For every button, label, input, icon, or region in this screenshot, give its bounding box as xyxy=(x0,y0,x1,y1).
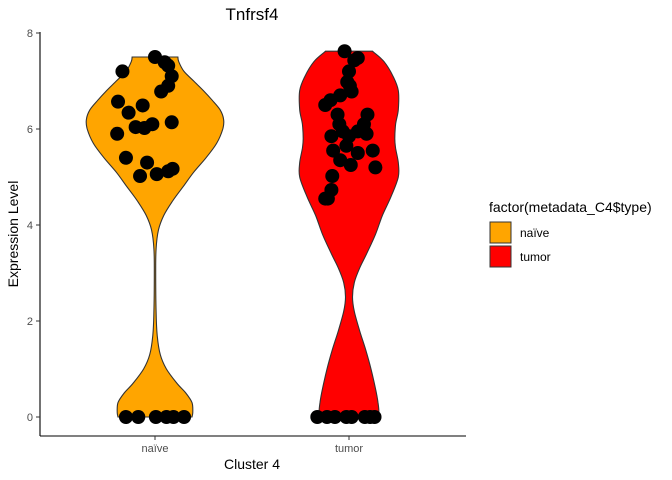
data-point xyxy=(177,410,192,424)
legend-key-1 xyxy=(489,245,512,268)
data-point xyxy=(135,98,150,113)
data-point xyxy=(161,58,176,73)
data-point xyxy=(137,121,152,136)
data-point xyxy=(327,410,342,424)
data-point xyxy=(149,167,164,182)
data-point xyxy=(133,169,148,184)
violin-1 xyxy=(298,50,400,418)
data-point xyxy=(121,105,136,120)
data-point xyxy=(118,150,133,165)
data-point xyxy=(343,158,358,172)
data-point xyxy=(342,64,356,79)
data-point xyxy=(344,84,359,99)
data-point xyxy=(367,410,382,424)
data-point xyxy=(131,410,146,424)
data-point xyxy=(111,94,126,109)
y-tick-label: 0 xyxy=(27,412,33,424)
data-point xyxy=(337,44,352,59)
legend: factor(metadata_C4$type) naïve tumor xyxy=(489,199,652,268)
data-point xyxy=(318,191,333,206)
data-point xyxy=(339,138,354,153)
y-ticks: 0 2 4 6 8 xyxy=(27,28,40,424)
y-tick-label: 6 xyxy=(27,124,33,136)
y-tick-label: 4 xyxy=(27,220,33,232)
legend-label-1: tumor xyxy=(520,250,551,264)
chart-title: Tnfrsf4 xyxy=(226,5,279,24)
points-layer xyxy=(110,44,383,424)
data-point xyxy=(118,410,133,424)
data-point xyxy=(161,164,176,179)
data-point xyxy=(161,78,176,93)
data-point xyxy=(368,160,383,175)
data-point xyxy=(325,169,340,184)
data-point xyxy=(166,410,181,424)
y-tick-label: 2 xyxy=(27,316,33,328)
violin-0 xyxy=(85,56,225,418)
legend-key-0 xyxy=(489,221,512,244)
data-point xyxy=(115,64,130,79)
legend-label-0: naïve xyxy=(520,226,550,240)
x-axis-title: Cluster 4 xyxy=(224,456,280,472)
data-point xyxy=(318,98,333,112)
legend-title: factor(metadata_C4$type) xyxy=(489,199,652,215)
data-point xyxy=(140,155,155,170)
y-axis-title: Expression Level xyxy=(5,181,21,288)
data-point xyxy=(326,143,341,158)
data-point xyxy=(344,410,359,424)
data-point xyxy=(110,126,125,141)
data-point xyxy=(350,146,365,160)
data-point xyxy=(365,143,380,158)
data-point xyxy=(350,50,365,65)
violin-layer xyxy=(85,50,400,418)
data-point xyxy=(333,88,348,103)
data-point xyxy=(148,410,163,424)
data-point xyxy=(310,410,325,424)
data-point xyxy=(164,115,179,130)
y-tick-label: 8 xyxy=(27,28,33,40)
data-point xyxy=(359,126,374,141)
x-tick-label: naïve xyxy=(142,443,169,455)
data-point xyxy=(324,129,339,144)
x-ticks: naïve tumor xyxy=(142,436,363,455)
data-point xyxy=(333,153,348,168)
x-tick-label: tumor xyxy=(335,443,363,455)
